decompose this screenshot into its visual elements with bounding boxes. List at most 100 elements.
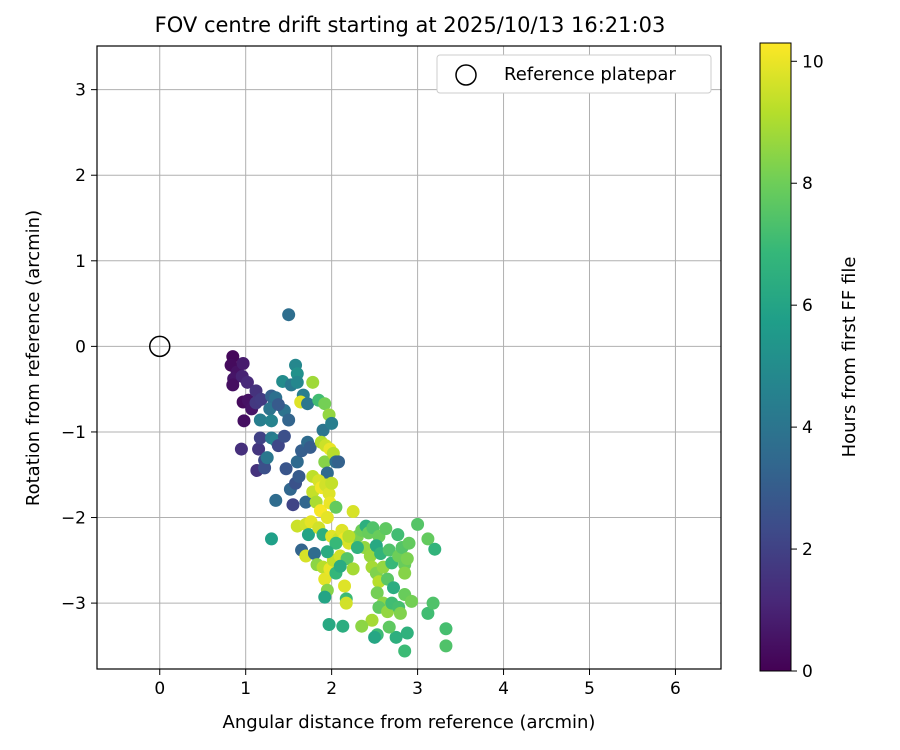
- data-point: [339, 596, 353, 610]
- data-point: [350, 540, 364, 554]
- data-point: [253, 431, 267, 445]
- grid: [97, 46, 721, 669]
- data-point: [320, 466, 334, 480]
- data-point: [264, 532, 278, 546]
- colorbar-tick-label: 10: [802, 52, 824, 72]
- data-point: [237, 414, 251, 428]
- legend-marker: [455, 64, 477, 86]
- data-point: [301, 397, 315, 411]
- data-point: [271, 439, 285, 453]
- legend-box: [436, 54, 712, 94]
- legend-label: Reference platepar: [504, 64, 676, 85]
- data-point: [277, 429, 291, 443]
- data-point: [320, 511, 334, 525]
- legend: Reference platepar: [436, 54, 712, 94]
- y-tick-label: −2: [61, 509, 86, 529]
- data-point: [333, 559, 347, 573]
- colorbar-tick-label: 8: [802, 174, 813, 194]
- data-point: [290, 375, 304, 389]
- data-point: [402, 536, 416, 550]
- data-point: [269, 493, 283, 507]
- data-point: [236, 356, 250, 370]
- data-point: [336, 619, 350, 633]
- y-tick-label: 1: [75, 252, 86, 272]
- data-point: [382, 543, 396, 557]
- data-point: [303, 440, 317, 454]
- x-axis-ticks: 0 1 2 3 4 5 6: [154, 669, 681, 699]
- y-tick-label: 0: [75, 337, 86, 357]
- data-point: [332, 455, 346, 469]
- data-point: [405, 594, 419, 608]
- data-point: [306, 375, 320, 389]
- data-point: [301, 528, 315, 542]
- data-point: [260, 451, 274, 465]
- data-point: [226, 378, 240, 392]
- data-point: [282, 308, 296, 322]
- x-tick-label: 6: [670, 679, 681, 699]
- colorbar-label: Hours from first FF file: [839, 257, 860, 458]
- data-point: [398, 644, 412, 658]
- y-axis-label: Rotation from reference (arcmin): [23, 210, 44, 506]
- colorbar-gradient: [759, 42, 792, 672]
- data-point: [338, 579, 352, 593]
- data-point: [318, 572, 332, 586]
- data-point: [292, 469, 306, 483]
- data-point: [329, 500, 343, 514]
- colorbar-tick-label: 4: [802, 418, 813, 438]
- x-tick-label: 2: [326, 679, 337, 699]
- data-point: [400, 626, 414, 640]
- x-tick-label: 1: [240, 679, 251, 699]
- colorbar-tick-label: 6: [802, 296, 813, 316]
- plot-frame: [96, 45, 722, 670]
- data-point: [387, 581, 401, 595]
- x-axis-label: Angular distance from reference (arcmin): [223, 712, 596, 733]
- colorbar-ticks: 0 2 4 6 8 10: [791, 52, 824, 682]
- data-point: [322, 618, 336, 631]
- x-tick-label: 4: [498, 679, 509, 699]
- data-point: [421, 606, 435, 620]
- data-point: [379, 522, 393, 536]
- data-point: [318, 455, 332, 469]
- data-point: [254, 392, 268, 406]
- data-point: [398, 566, 412, 580]
- data-point: [426, 596, 440, 610]
- data-point: [240, 375, 254, 389]
- data-point: [368, 630, 382, 644]
- x-tick-label: 5: [584, 679, 595, 699]
- data-point: [325, 416, 339, 430]
- data-point: [382, 620, 396, 634]
- data-point: [279, 462, 293, 476]
- data-point: [411, 517, 425, 531]
- x-tick-label: 0: [154, 679, 165, 699]
- data-point: [439, 639, 453, 653]
- data-point: [400, 552, 414, 566]
- data-point: [253, 413, 267, 427]
- data-point: [342, 529, 356, 543]
- y-tick-label: −1: [61, 423, 86, 443]
- colorbar: 0 2 4 6 8 10 Hours from first FF file: [759, 42, 860, 682]
- data-point: [428, 542, 442, 556]
- data-point: [252, 442, 266, 456]
- plot-area: [96, 45, 722, 670]
- data-point: [393, 606, 407, 620]
- data-point: [363, 549, 377, 563]
- data-point: [318, 590, 332, 604]
- y-axis-ticks: −3 −2 −1 0 1 2 3: [61, 81, 97, 614]
- y-tick-label: 3: [75, 81, 86, 101]
- data-point: [370, 586, 384, 600]
- data-point: [421, 532, 435, 546]
- data-point: [282, 413, 296, 427]
- data-point: [346, 562, 360, 576]
- data-point: [355, 619, 369, 633]
- data-point: [365, 613, 379, 627]
- data-point: [271, 398, 285, 412]
- data-point: [346, 505, 360, 519]
- data-point: [318, 397, 332, 411]
- data-point: [299, 495, 313, 509]
- y-tick-label: 2: [75, 166, 86, 186]
- chart-title: FOV centre drift starting at 2025/10/13 …: [155, 13, 666, 37]
- data-point: [391, 528, 405, 542]
- data-point: [322, 487, 336, 501]
- x-tick-label: 3: [412, 679, 423, 699]
